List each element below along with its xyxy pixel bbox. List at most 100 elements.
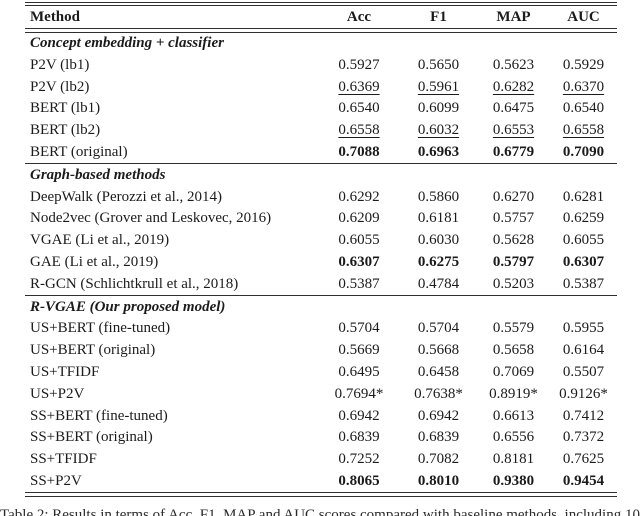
value-cell: 0.6540 bbox=[562, 100, 605, 117]
value-cell: 0.6475 bbox=[492, 100, 535, 117]
value-cell: 0.8065 bbox=[338, 472, 380, 489]
section-header-row: Graph-based methods bbox=[25, 163, 617, 187]
value-cell: 0.6942 bbox=[417, 407, 460, 424]
value-cell: 0.6613 bbox=[492, 407, 535, 424]
value-cell: 0.6209 bbox=[338, 210, 380, 227]
value-cell: 0.8919* bbox=[489, 385, 538, 402]
value-cell: 0.6839 bbox=[417, 429, 460, 446]
section-title: Graph-based methods bbox=[25, 163, 617, 187]
method-cell: R-GCN (Schlichtkrull et al., 2018) bbox=[30, 275, 239, 292]
table-row: SS+P2V 0.8065 0.8010 0.9380 0.9454 bbox=[25, 471, 617, 493]
table-row: P2V (lb2) 0.6369 0.5961 0.6282 0.6370 bbox=[25, 76, 617, 98]
value-cell: 0.9454 bbox=[562, 472, 605, 489]
value-cell: 0.7412 bbox=[562, 407, 605, 424]
top-double-rule bbox=[25, 2, 617, 7]
table-row: DeepWalk (Perozzi et al., 2014) 0.6292 0… bbox=[25, 186, 617, 208]
value-cell: 0.6779 bbox=[492, 143, 535, 160]
value-cell: 0.5961 bbox=[417, 78, 460, 95]
section-title: Concept embedding + classifier bbox=[30, 34, 224, 51]
value-cell: 0.6055 bbox=[338, 232, 380, 249]
value-cell: 0.5955 bbox=[562, 320, 605, 337]
value-cell: 0.5203 bbox=[492, 275, 535, 292]
header-rule-row bbox=[25, 28, 617, 33]
value-cell: 0.9126* bbox=[559, 385, 608, 402]
value-cell: 0.6270 bbox=[492, 188, 535, 205]
value-cell: 0.6540 bbox=[338, 100, 380, 117]
method-cell: BERT (original) bbox=[30, 143, 128, 160]
value-cell: 0.5757 bbox=[492, 210, 535, 227]
value-cell: 0.7694* bbox=[334, 385, 384, 402]
method-cell: US+TFIDF bbox=[30, 363, 100, 380]
method-cell: BERT (lb2) bbox=[30, 122, 101, 139]
value-cell: 0.7082 bbox=[417, 451, 460, 468]
value-cell: 0.5797 bbox=[492, 253, 535, 270]
table-row: GAE (Li et al., 2019) 0.6307 0.6275 0.57… bbox=[25, 252, 617, 274]
section-header-row: R-VGAE (Our proposed model) bbox=[25, 295, 617, 318]
value-cell: 0.6164 bbox=[562, 342, 605, 359]
column-header-method: Method bbox=[30, 8, 80, 25]
method-cell: P2V (lb2) bbox=[30, 78, 90, 95]
table-row: US+TFIDF 0.6495 0.6458 0.7069 0.5507 bbox=[25, 362, 617, 384]
table-row: SS+TFIDF 0.7252 0.7082 0.8181 0.7625 bbox=[25, 449, 617, 471]
value-cell: 0.5623 bbox=[492, 56, 535, 73]
table-row: US+P2V 0.7694* 0.7638* 0.8919* 0.9126* bbox=[25, 383, 617, 405]
method-cell: SS+BERT (original) bbox=[30, 429, 153, 446]
method-cell: SS+BERT (fine-tuned) bbox=[30, 407, 168, 424]
method-cell: P2V (lb1) bbox=[30, 56, 90, 73]
value-cell: 0.8181 bbox=[492, 451, 535, 468]
table-row: US+BERT (fine-tuned) 0.5704 0.5704 0.557… bbox=[25, 318, 617, 340]
value-cell: 0.5628 bbox=[492, 232, 535, 249]
value-cell: 0.8010 bbox=[417, 472, 460, 489]
value-cell: 0.6942 bbox=[338, 407, 380, 424]
table-row: SS+BERT (original) 0.6839 0.6839 0.6556 … bbox=[25, 427, 617, 449]
table-row: SS+BERT (fine-tuned) 0.6942 0.6942 0.661… bbox=[25, 405, 617, 427]
value-cell: 0.5387 bbox=[562, 275, 605, 292]
value-cell: 0.5579 bbox=[492, 320, 535, 337]
section-header-row: Concept embedding + classifier bbox=[25, 33, 617, 55]
value-cell: 0.6099 bbox=[417, 100, 460, 117]
value-cell: 0.6558 bbox=[562, 122, 605, 139]
table-row: VGAE (Li et al., 2019) 0.6055 0.6030 0.5… bbox=[25, 230, 617, 252]
method-cell: VGAE (Li et al., 2019) bbox=[30, 232, 170, 249]
table-row: US+BERT (original) 0.5669 0.5668 0.5658 … bbox=[25, 340, 617, 362]
value-cell: 0.6963 bbox=[417, 143, 460, 160]
method-cell: US+BERT (fine-tuned) bbox=[30, 320, 171, 337]
method-cell: SS+P2V bbox=[30, 472, 82, 489]
value-cell: 0.6292 bbox=[338, 188, 380, 205]
table-row: BERT (lb2) 0.6558 0.6032 0.6553 0.6558 bbox=[25, 120, 617, 142]
table-row: BERT (original) 0.7088 0.6963 0.6779 0.7… bbox=[25, 142, 617, 164]
value-cell: 0.5929 bbox=[562, 56, 605, 73]
column-header-map: MAP bbox=[496, 8, 531, 25]
value-cell: 0.6839 bbox=[338, 429, 380, 446]
value-cell: 0.6281 bbox=[562, 188, 605, 205]
value-cell: 0.9380 bbox=[492, 472, 535, 489]
value-cell: 0.6558 bbox=[338, 122, 380, 139]
column-header-auc: AUC bbox=[567, 8, 600, 25]
header-double-rule bbox=[25, 28, 617, 33]
value-cell: 0.5860 bbox=[417, 188, 460, 205]
value-cell: 0.5658 bbox=[492, 342, 535, 359]
bottom-double-rule bbox=[25, 492, 617, 497]
method-cell: SS+TFIDF bbox=[30, 451, 97, 468]
method-cell: DeepWalk (Perozzi et al., 2014) bbox=[30, 188, 223, 205]
value-cell: 0.6370 bbox=[562, 78, 605, 95]
value-cell: 0.6307 bbox=[562, 253, 605, 270]
value-cell: 0.6275 bbox=[417, 253, 460, 270]
value-cell: 0.6553 bbox=[492, 122, 535, 139]
value-cell: 0.6181 bbox=[417, 210, 460, 227]
value-cell: 0.5704 bbox=[338, 320, 380, 337]
header-row: Method Acc F1 MAP AUC bbox=[25, 6, 617, 28]
value-cell: 0.6032 bbox=[417, 122, 460, 139]
value-cell: 0.5927 bbox=[338, 56, 380, 73]
value-cell: 0.7252 bbox=[338, 451, 380, 468]
value-cell: 0.7090 bbox=[562, 143, 605, 160]
table-row: P2V (lb1) 0.5927 0.5650 0.5623 0.5929 bbox=[25, 54, 617, 76]
caption-fragment: Table 2: Results in terms of Acc, F1, MA… bbox=[0, 507, 640, 516]
value-cell: 0.6369 bbox=[338, 78, 380, 95]
value-cell: 0.6458 bbox=[417, 363, 460, 380]
table-row: BERT (lb1) 0.6540 0.6099 0.6475 0.6540 bbox=[25, 98, 617, 120]
value-cell: 0.7638* bbox=[414, 385, 463, 402]
value-cell: 0.6259 bbox=[562, 210, 605, 227]
section-title: R-VGAE (Our proposed model) bbox=[25, 295, 617, 318]
